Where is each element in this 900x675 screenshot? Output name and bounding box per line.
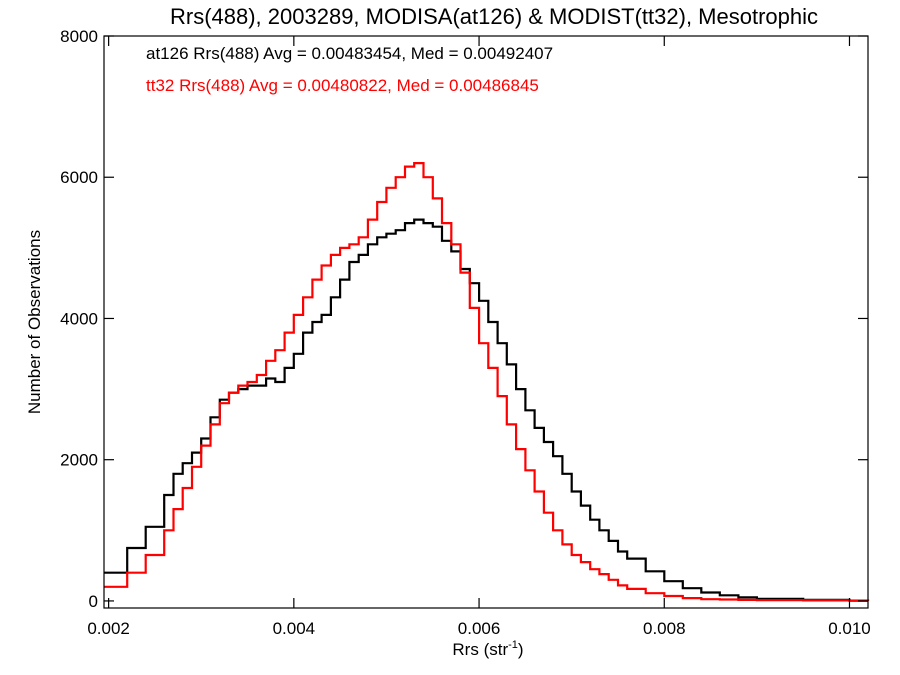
series-line-tt32 [104,162,870,602]
y-tick-label: 8000 [60,27,98,46]
y-tick-label: 2000 [60,451,98,470]
x-tick-label: 0.008 [643,619,686,638]
x-axis-label-close: ) [518,640,524,659]
series-line-at126 [104,218,870,602]
chart-title: Rrs(488), 2003289, MODISA(at126) & MODIS… [170,4,818,29]
y-tick-label: 6000 [60,168,98,187]
tick-layer: 0.002 0.004 0.006 0.008 0.010 0 2000 4000 6000 80… [60,27,871,638]
legend-entry-tt32: tt32 Rrs(488) Avg = 0.00480822, Med = 0.… [146,76,539,95]
y-tick-label: 4000 [60,309,98,328]
legend: at126 Rrs(488) Avg = 0.00483454, Med = 0… [146,44,553,95]
x-axis-label: Rrs (str-1) [452,639,523,659]
plot-frame [103,35,869,609]
x-tick-label: 0.010 [828,619,871,638]
x-axis-label-main: Rrs (str [452,640,508,659]
x-tick-label: 0.006 [458,619,501,638]
x-tick-label: 0.002 [87,619,130,638]
legend-entry-at126: at126 Rrs(488) Avg = 0.00483454, Med = 0… [146,44,553,63]
series-layer [104,162,870,602]
x-tick-label: 0.004 [273,619,316,638]
y-tick-label: 0 [89,592,98,611]
y-axis-label: Number of Observations [25,230,44,414]
x-axis-label-superscript: -1 [508,639,518,651]
